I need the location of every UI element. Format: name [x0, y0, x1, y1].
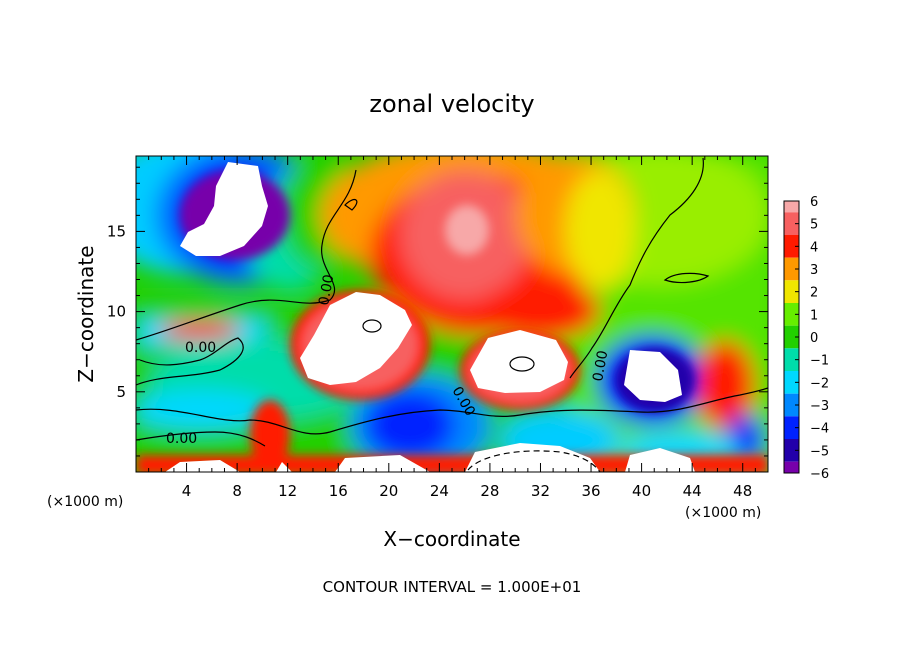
saturated-region-bottom-mid [335, 455, 430, 472]
contour-max-mid-centre [509, 356, 535, 372]
saturated-region-mid-centre [470, 330, 568, 393]
chart-title: zonal velocity [369, 90, 534, 118]
saturated-region-right [624, 350, 682, 402]
contour-label: 0.00 [316, 273, 337, 306]
colorbar-swatch [784, 393, 799, 417]
saturated-regions [165, 162, 695, 472]
x-tick-label: 48 [733, 482, 752, 500]
colorbar-tick-label: 5 [810, 218, 818, 233]
contour-bottom-band [136, 387, 768, 435]
heatmap-field: 0.00 0.00 0.00 0.00 0.00 [136, 156, 768, 472]
colorbar-swatch [784, 201, 799, 213]
colorbar-swatch [784, 461, 799, 473]
y-axis-ticks: 5 10 15 [107, 166, 768, 457]
x-tick-label: 20 [379, 482, 398, 500]
x-tick-label: 40 [632, 482, 651, 500]
contour-upper-left-small [344, 198, 358, 211]
contour-label: 0.00 [590, 349, 611, 382]
colorbar-swatch [784, 280, 799, 303]
colorbar-tick-label: −4 [810, 422, 829, 437]
contour-right-small [663, 272, 710, 284]
colorbar-tick-label: 2 [810, 286, 818, 301]
y-axis-label: Z−coordinate [74, 245, 98, 382]
colorbar-tick-label: −1 [810, 354, 829, 369]
contour-interval-note: CONTOUR INTERVAL = 1.000E+01 [323, 578, 582, 596]
saturated-region-bottom-centre [465, 443, 600, 472]
saturated-region-upper-left [180, 162, 268, 256]
colorbar-swatch [784, 257, 799, 281]
x-scale-note-left: (×1000 m) [47, 494, 123, 510]
x-tick-label: 4 [182, 482, 192, 500]
y-tick-label: 5 [116, 383, 126, 401]
y-tick-label: 10 [107, 303, 126, 321]
x-tick-label: 36 [581, 482, 600, 500]
x-axis-label: X−coordinate [383, 527, 520, 551]
contour-label: 0.00 [166, 431, 197, 447]
x-scale-note-right: (×1000 m) [685, 505, 761, 521]
x-tick-label: 28 [480, 482, 499, 500]
saturated-region-mid-left [300, 292, 412, 385]
colorbar-tick-label: 3 [810, 263, 818, 278]
colorbar-swatch [784, 212, 799, 235]
contour-dashed [467, 450, 601, 472]
contour-upper-right [569, 157, 704, 379]
x-tick-label: 24 [430, 482, 449, 500]
x-tick-label: 12 [278, 482, 297, 500]
colorbar-swatch [784, 439, 799, 462]
saturated-region-bottom-right [625, 448, 695, 472]
colorbar-swatch [784, 416, 799, 439]
x-tick-label: 44 [683, 482, 702, 500]
x-tick-label: 16 [329, 482, 348, 500]
colorbar-tick-label: −2 [810, 376, 829, 391]
colorbar: 6 5 4 3 2 1 0 −1 −2 −3 −4 −5 −6 [783, 195, 829, 482]
contour-bottom-left [136, 431, 266, 447]
colorbar-tick-label: 4 [810, 240, 818, 255]
colorbar-swatch [784, 303, 799, 326]
contour-lower-left [136, 337, 244, 386]
x-axis-ticks: 4 8 12 16 20 24 28 32 36 40 44 48 [135, 156, 769, 500]
colorbar-tick-label: −6 [810, 467, 829, 482]
colorbar-swatch [784, 348, 799, 371]
y-tick-label: 15 [107, 222, 126, 240]
contour-mid-left [136, 169, 357, 341]
colorbar-swatch [784, 235, 799, 258]
colorbar-tick-label: 6 [810, 195, 818, 210]
colorbar-tick-label: −3 [810, 399, 829, 414]
x-tick-label: 32 [531, 482, 550, 500]
colorbar-tick-label: 0 [810, 331, 818, 346]
colorbar-tick-label: 1 [810, 308, 818, 323]
x-tick-label: 8 [232, 482, 242, 500]
saturated-region-bottom-left [165, 460, 240, 472]
contour-label: 0.00 [185, 340, 216, 356]
colorbar-tick-label: −5 [810, 444, 829, 459]
colorbar-swatch [784, 371, 799, 394]
contour-max-mid-left [362, 319, 382, 333]
colorbar-swatch [784, 325, 799, 349]
zero-contours [136, 157, 768, 472]
